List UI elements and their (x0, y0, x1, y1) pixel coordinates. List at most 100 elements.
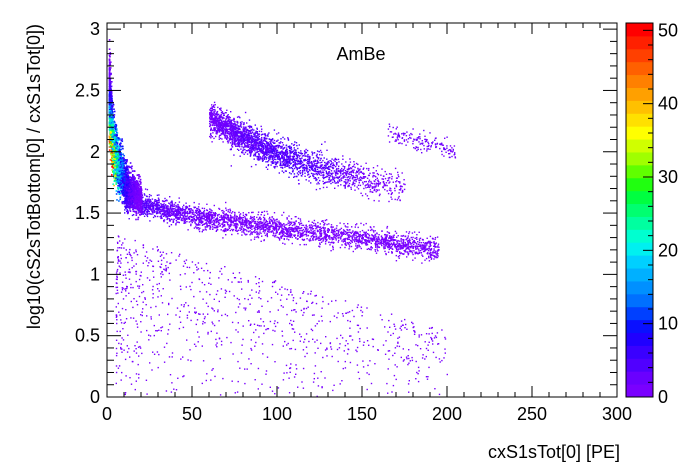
data-point (341, 232, 344, 234)
data-point (122, 242, 124, 244)
data-point (388, 319, 390, 322)
data-point (318, 157, 320, 159)
data-point (132, 204, 135, 207)
data-point (271, 343, 274, 346)
data-point (265, 224, 267, 226)
data-point (130, 383, 133, 385)
data-point (227, 215, 229, 217)
data-point (346, 353, 349, 355)
data-point (194, 219, 196, 221)
data-point (197, 213, 199, 216)
data-point (219, 270, 221, 273)
data-point (265, 226, 267, 229)
data-point (434, 255, 436, 257)
data-point (348, 167, 350, 169)
data-point (407, 242, 410, 244)
data-point (190, 211, 192, 213)
data-point (116, 241, 119, 244)
data-point (144, 205, 146, 207)
data-point (327, 168, 330, 170)
data-point (255, 139, 258, 141)
data-point (358, 241, 360, 243)
data-point (243, 231, 245, 234)
data-point (380, 240, 382, 242)
data-point (212, 114, 214, 116)
data-point (343, 238, 346, 240)
data-point (263, 232, 266, 234)
data-point (247, 281, 249, 283)
data-point (218, 300, 220, 303)
data-point (176, 221, 178, 223)
data-point (188, 218, 191, 220)
data-point (167, 209, 169, 211)
data-point (173, 205, 175, 207)
data-point (157, 205, 160, 207)
data-point (299, 333, 301, 335)
data-point (331, 226, 333, 228)
data-point (372, 338, 375, 341)
data-point (407, 251, 409, 253)
data-point (331, 300, 333, 302)
data-point (268, 226, 270, 228)
data-point (295, 311, 297, 313)
data-point (161, 217, 163, 219)
data-point (260, 240, 262, 242)
data-point (195, 323, 197, 326)
data-point (312, 233, 315, 235)
data-point (407, 247, 409, 250)
data-point (158, 290, 160, 292)
data-point (310, 228, 312, 230)
data-point (431, 340, 434, 342)
data-point (291, 236, 293, 239)
data-point (391, 251, 393, 253)
data-point (223, 218, 225, 220)
data-point (413, 241, 415, 243)
data-point (271, 390, 274, 392)
data-point (210, 209, 212, 211)
data-point (426, 378, 429, 380)
data-point (185, 259, 188, 261)
data-point (316, 323, 318, 325)
data-point (151, 211, 154, 213)
data-point (398, 251, 401, 253)
data-point (150, 194, 152, 197)
data-point (222, 222, 224, 224)
data-point (357, 242, 360, 244)
data-point (178, 221, 180, 224)
data-point (143, 204, 146, 206)
data-point (437, 250, 439, 252)
data-point (115, 354, 118, 357)
data-point (307, 228, 309, 230)
data-point (200, 267, 203, 269)
data-point (335, 165, 337, 168)
data-point (156, 202, 158, 204)
data-point (438, 246, 440, 248)
data-point (264, 222, 266, 225)
data-point (290, 289, 292, 291)
data-point (161, 213, 163, 216)
data-point (344, 300, 347, 302)
data-point (173, 214, 175, 217)
data-point (189, 210, 191, 212)
data-point (334, 236, 336, 238)
data-point (283, 158, 285, 160)
data-point (310, 290, 312, 293)
data-point (228, 217, 230, 220)
data-point (161, 200, 164, 202)
data-point (274, 236, 276, 238)
data-point (291, 294, 293, 296)
data-point (273, 212, 276, 214)
data-point (274, 330, 276, 332)
data-point (318, 320, 320, 322)
data-point (180, 208, 182, 211)
data-point (362, 238, 364, 240)
data-point (138, 373, 140, 376)
data-point (312, 381, 315, 383)
data-point (257, 150, 260, 153)
data-point (119, 272, 121, 274)
data-point (332, 237, 334, 239)
data-point (236, 148, 239, 150)
data-point (183, 217, 186, 220)
data-point (229, 211, 231, 214)
data-point (290, 363, 292, 365)
